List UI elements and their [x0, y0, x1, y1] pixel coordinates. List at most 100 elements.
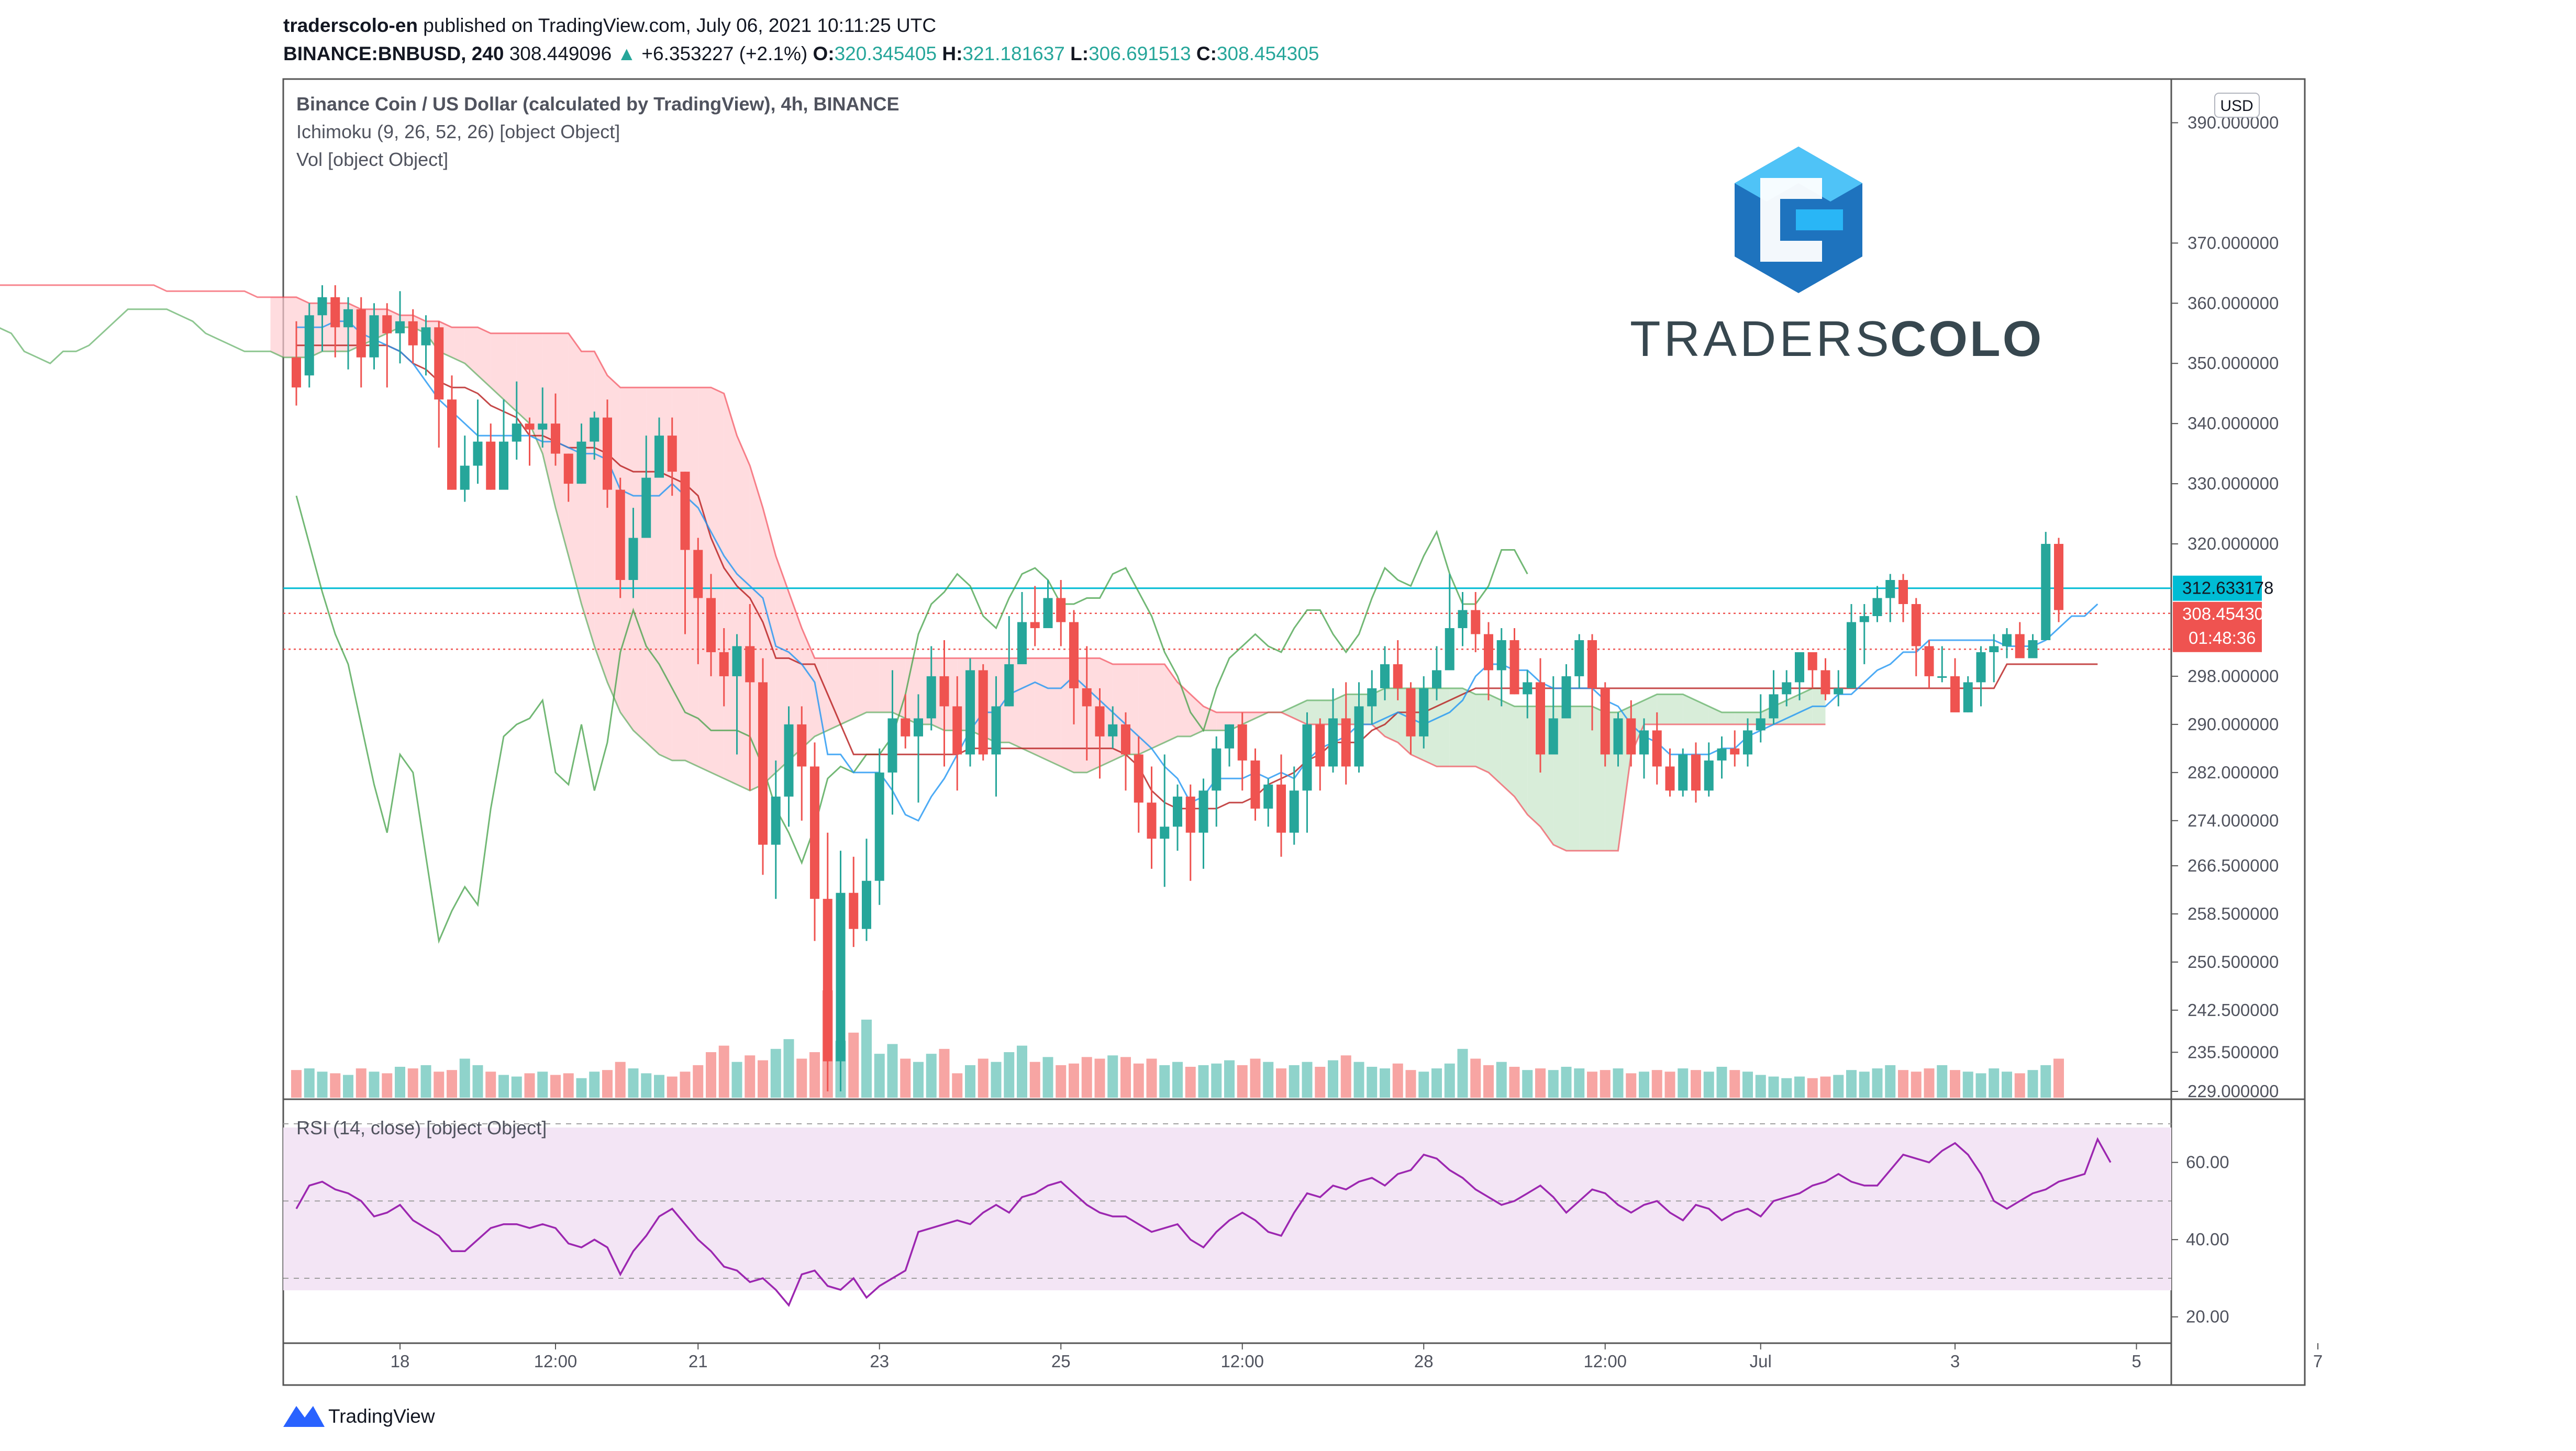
- volume-bar: [848, 1032, 859, 1098]
- volume-bar: [796, 1058, 807, 1098]
- chart-legend-title: Binance Coin / US Dollar (calculated by …: [296, 93, 900, 115]
- volume-bar: [1172, 1062, 1183, 1098]
- candle-body: [914, 718, 923, 736]
- cloud-segment: [867, 658, 880, 712]
- price-tick-label: 298.000000: [2188, 666, 2279, 686]
- price-change: +6.353227 (+2.1%): [641, 43, 808, 64]
- volume-bar: [1017, 1045, 1027, 1098]
- volume-bar: [1535, 1068, 1546, 1098]
- price-tick-label: 229.000000: [2188, 1081, 2279, 1101]
- volume-bar: [1859, 1071, 1870, 1098]
- candle-body: [1756, 718, 1766, 731]
- candle-body: [654, 436, 664, 478]
- cloud-segment: [789, 592, 802, 761]
- price-tick-label: 340.000000: [2188, 414, 2279, 433]
- volume-bar: [1107, 1055, 1118, 1098]
- candle-body: [719, 652, 729, 676]
- cloud-segment: [1138, 664, 1152, 755]
- price-tick-label: 274.000000: [2188, 811, 2279, 830]
- volume-bar: [589, 1071, 600, 1098]
- volume-bar: [693, 1065, 704, 1098]
- candle-body: [784, 724, 794, 797]
- ichimoku-legend[interactable]: Ichimoku (9, 26, 52, 26) [object Object]: [296, 121, 620, 142]
- candle-body: [667, 436, 677, 472]
- price-tick-label: 282.000000: [2188, 763, 2279, 782]
- cloud-segment: [827, 658, 841, 731]
- candle-body: [408, 321, 418, 345]
- rsi-tick-label: 60.00: [2186, 1153, 2229, 1172]
- candle-body: [758, 682, 768, 845]
- tradingview-logo-icon[interactable]: [283, 1406, 325, 1427]
- volume-bar: [1340, 1055, 1351, 1098]
- volume-bar: [1405, 1070, 1416, 1098]
- cloud-segment: [815, 658, 828, 736]
- volume-bar: [641, 1073, 652, 1098]
- volume-bar: [1664, 1071, 1675, 1098]
- volume-bar: [615, 1062, 626, 1098]
- candle-body: [1859, 616, 1869, 622]
- volume-bar: [2002, 1071, 2012, 1098]
- volume-bar: [1950, 1070, 1960, 1098]
- candle-body: [369, 315, 379, 358]
- volume-bar: [498, 1075, 509, 1098]
- tradingview-brand[interactable]: TradingView: [328, 1405, 435, 1427]
- candle-body: [292, 357, 301, 388]
- traderscolo-logo: TRADERS COLO: [1630, 147, 2044, 367]
- rsi-tick-label: 20.00: [2186, 1307, 2229, 1326]
- candle-body: [1496, 640, 1506, 671]
- volume-bar: [1548, 1070, 1559, 1098]
- candle-body: [512, 423, 521, 442]
- price-tick-label: 320.000000: [2188, 534, 2279, 553]
- candle-body: [1795, 652, 1804, 683]
- volume-bar: [1392, 1063, 1403, 1098]
- volume-bar: [1120, 1057, 1131, 1098]
- volume-bar: [304, 1068, 315, 1098]
- volume-bar: [537, 1071, 548, 1098]
- time-tick-label: 12:00: [534, 1352, 578, 1371]
- cloud-segment: [1048, 658, 1061, 767]
- volume-bar: [1911, 1071, 1922, 1098]
- currency-badge[interactable]: [2214, 93, 2260, 118]
- volume-bar: [1328, 1060, 1338, 1098]
- volume-bar: [1639, 1071, 1649, 1098]
- candle-body: [978, 670, 988, 755]
- volume-bar: [576, 1078, 587, 1098]
- time-tick-label: 5: [2131, 1352, 2141, 1371]
- volume-bar: [1975, 1073, 1986, 1098]
- cloud-segment: [1100, 658, 1113, 767]
- cloud-segment: [568, 333, 582, 604]
- candle-body: [732, 646, 742, 676]
- volume-bar: [1431, 1068, 1442, 1098]
- low-label: L:: [1070, 43, 1089, 64]
- candle-body: [1898, 580, 1908, 604]
- candle-body: [1406, 688, 1416, 736]
- volume-bar: [1716, 1066, 1727, 1098]
- publisher-name[interactable]: traderscolo-en: [283, 15, 418, 36]
- cloud-segment: [905, 658, 918, 724]
- volume-bar: [731, 1062, 742, 1098]
- candle-body: [1017, 622, 1027, 664]
- rsi-legend[interactable]: RSI (14, close) [object Object]: [296, 1117, 547, 1139]
- candle-body: [356, 309, 366, 358]
- time-axis-labels: 18 12:00 21 23 25 12:00 28 12:00 Jul 3 5 7: [391, 1343, 2323, 1371]
- cloud-segment: [594, 351, 607, 683]
- volume-bar: [317, 1071, 328, 1098]
- price-tick-label: 290.000000: [2188, 715, 2279, 734]
- volume-legend[interactable]: Vol [object Object]: [296, 149, 448, 170]
- cloud-segment: [775, 556, 789, 773]
- kijun-sen-line: [296, 344, 2098, 810]
- volume-bar: [1846, 1070, 1857, 1098]
- volume-bar: [1820, 1076, 1831, 1098]
- ichimoku-cloud: [0, 284, 1826, 852]
- logo-text-bold: COLO: [1890, 311, 2044, 367]
- candle-body: [1432, 670, 1441, 688]
- volume-bar: [1380, 1068, 1390, 1098]
- volume-bar: [485, 1071, 496, 1098]
- symbol-label: BINANCE:BNBUSD, 240: [283, 43, 504, 64]
- candle-body: [1691, 754, 1701, 791]
- volume-bar: [1224, 1060, 1235, 1098]
- cloud-segment: [1670, 694, 1683, 724]
- volume-bar: [1898, 1070, 1908, 1098]
- volume-bar: [745, 1055, 756, 1098]
